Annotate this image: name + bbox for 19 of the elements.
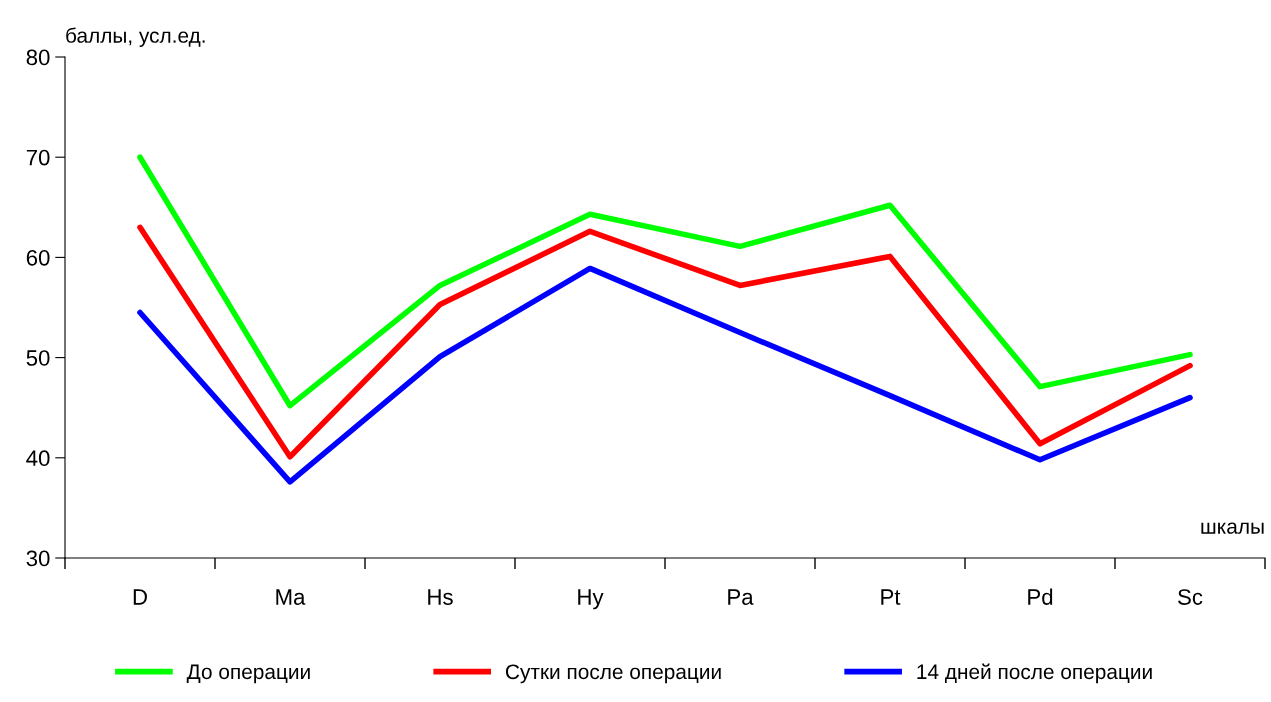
x-tick-label: Sc <box>1178 589 1203 605</box>
legend-label: Сутки после операции <box>505 664 721 684</box>
y-axis-title: баллы, усл.ед. <box>66 27 205 47</box>
x-tick-label: Ma <box>276 589 306 605</box>
y-tick-label: 60 <box>26 249 50 266</box>
x-tick-label: Pa <box>728 589 754 605</box>
x-tick-label: D <box>133 589 147 605</box>
x-tick-label: Pt <box>881 589 901 605</box>
y-tick-label: 70 <box>26 149 50 166</box>
y-tick-label: 40 <box>26 450 50 467</box>
legend-label: 14 дней после операции <box>917 663 1152 684</box>
x-tick-label: Hs <box>428 589 453 605</box>
x-tick-label: Hy <box>578 589 604 610</box>
y-tick-label: 30 <box>26 550 50 567</box>
x-tick-label: Pd <box>1028 588 1053 605</box>
y-tick-label: 50 <box>26 350 50 366</box>
legend-label: До операции <box>186 664 310 684</box>
x-axis-title: шкалы <box>1201 522 1264 534</box>
y-tick-label: 80 <box>26 49 50 66</box>
